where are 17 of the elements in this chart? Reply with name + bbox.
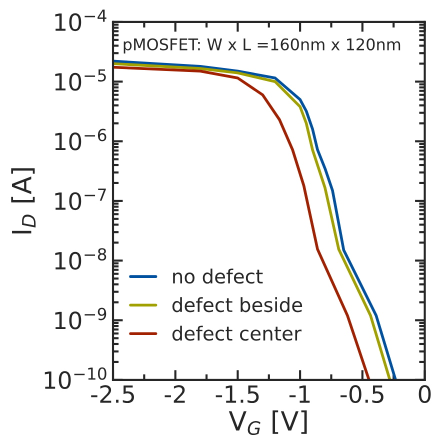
y-tick-label: 10$^{−8}$ <box>55 248 106 270</box>
x-tick-label: 0 <box>418 385 431 404</box>
x-axis-title: V$_{G}$ [V] <box>228 410 307 436</box>
x-tick-label: -0.5 <box>340 385 384 404</box>
legend-label: no defect <box>173 268 263 284</box>
y-axis-title: I$_{D}$ [A] <box>11 168 36 234</box>
y-tick-label: 10$^{−6}$ <box>55 128 106 150</box>
legend-label: defect beside <box>172 297 302 312</box>
y-tick-label: 10$^{−7}$ <box>55 188 106 210</box>
legend-label: defect center <box>172 326 302 341</box>
y-tick-label: 10$^{−9}$ <box>55 308 106 330</box>
x-tick-label: -1 <box>289 385 310 403</box>
x-tick-label: -1.5 <box>216 385 259 404</box>
x-tick-label: -2 <box>164 385 185 403</box>
y-tick-label: 10$^{−5}$ <box>55 69 106 91</box>
y-tick-label: 10$^{−4}$ <box>55 10 106 32</box>
annotation: pMOSFET: W x L =160nm x 120nm <box>124 38 400 54</box>
